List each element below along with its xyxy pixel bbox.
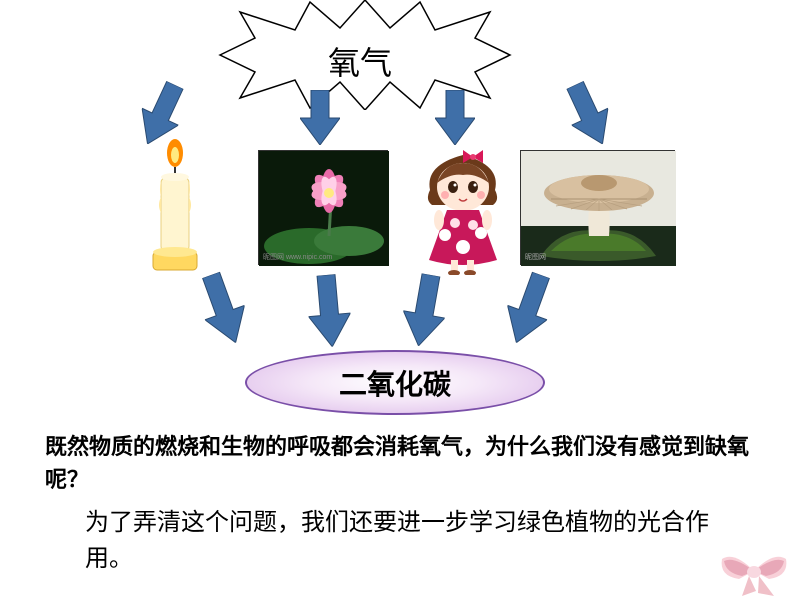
- arrow-bottom-1: [191, 268, 255, 350]
- question-text: 既然物质的燃烧和生物的呼吸都会消耗氧气，为什么我们没有感觉到缺氧呢？: [45, 430, 755, 496]
- arrow-bottom-3: [398, 271, 452, 349]
- lotus-flower-image: 昵图网 www.nipic.com: [258, 150, 388, 265]
- oxygen-label: 氧气: [328, 38, 392, 84]
- co2-label: 二氧化碳: [245, 350, 545, 415]
- icons-row: 昵图网 www.nipic.com: [0, 150, 794, 280]
- mushroom-watermark: 昵图网: [525, 252, 546, 262]
- co2-oval-container: 二氧化碳: [245, 350, 545, 415]
- arrow-top-3: [435, 90, 475, 145]
- arrow-bottom-4: [497, 268, 561, 350]
- mushroom-image: 昵图网: [520, 150, 675, 265]
- starburst-oxygen: 氧气: [200, 0, 530, 110]
- arrow-bottom-2: [305, 273, 353, 348]
- pink-bow-icon: [714, 551, 794, 596]
- arrow-top-4: [557, 77, 621, 153]
- candle-icon: [145, 135, 205, 275]
- arrow-top-2: [300, 90, 340, 145]
- lotus-watermark: 昵图网 www.nipic.com: [263, 252, 332, 262]
- cartoon-girl-icon: [415, 145, 510, 275]
- answer-text: 为了弄清这个问题，我们还要进一步学习绿色植物的光合作用。: [85, 505, 725, 577]
